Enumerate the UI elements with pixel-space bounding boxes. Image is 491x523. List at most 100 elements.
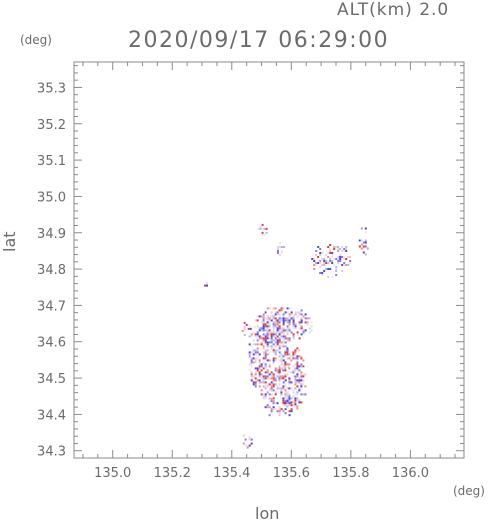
echo-pixel: [290, 404, 293, 407]
echo-pixel: [258, 327, 261, 330]
echo-pixel: [254, 383, 257, 386]
echo-pixel: [268, 389, 271, 392]
echo-pixel: [282, 337, 285, 340]
y-tick-label: 34.3: [37, 445, 66, 460]
echo-pixel: [278, 329, 281, 332]
echo-pixel: [266, 369, 269, 372]
echo-pixel: [284, 335, 287, 338]
echo-pixel: [278, 333, 281, 336]
echo-pixel: [331, 262, 334, 264]
echo-pixel: [268, 345, 271, 348]
echo-pixel: [282, 375, 285, 378]
echo-pixel: [262, 377, 265, 380]
echo-pixel: [256, 377, 259, 380]
echo-pixel: [260, 349, 263, 352]
echo-pixel: [282, 387, 285, 390]
echo-pixel: [276, 385, 279, 388]
echo-pixel: [280, 363, 283, 366]
echo-pixel: [298, 323, 301, 326]
echo-pixel: [266, 383, 269, 386]
echo-pixel: [262, 393, 265, 396]
echo-pixel: [282, 331, 285, 334]
echo-pixel: [294, 401, 297, 404]
echo-pixel: [272, 333, 275, 336]
echo-pixel: [270, 408, 273, 411]
echo-pixel: [339, 248, 342, 250]
echo-pixel: [250, 361, 253, 364]
echo-pixel: [249, 325, 252, 328]
echo-pixel: [252, 343, 255, 346]
echo-pixel: [327, 246, 330, 248]
echo-pixel: [259, 225, 262, 228]
echo-pixel: [288, 395, 291, 398]
echo-pixel: [262, 351, 265, 354]
echo-pixel: [294, 405, 297, 408]
echo-pixel: [256, 361, 259, 364]
echo-pixel: [284, 367, 287, 370]
echo-pixel: [323, 270, 326, 272]
echo-pixel: [252, 383, 255, 386]
echo-pixel: [266, 359, 269, 362]
echo-pixel: [329, 252, 332, 254]
echo-pixel: [266, 311, 269, 314]
echo-pixel: [300, 377, 303, 380]
echo-pixel: [286, 373, 289, 376]
echo-pixel: [278, 410, 281, 413]
echo-pixel: [259, 227, 262, 230]
echo-pixel: [286, 337, 289, 340]
echo-pixel: [264, 323, 267, 326]
echo-pixel: [262, 347, 265, 350]
echo-pixel: [276, 375, 279, 378]
echo-pixel: [258, 343, 261, 346]
echo-field: [204, 223, 369, 449]
echo-pixel: [292, 325, 295, 328]
echo-pixel: [278, 345, 281, 348]
echo-pixel: [262, 367, 265, 370]
echo-pixel: [266, 404, 269, 407]
echo-pixel: [241, 329, 244, 332]
echo-pixel: [250, 375, 253, 378]
echo-pixel: [268, 317, 271, 320]
echo-pixel: [282, 343, 285, 346]
echo-pixel: [280, 319, 283, 322]
echo-pixel: [277, 250, 279, 252]
echo-pixel: [282, 365, 285, 368]
echo-pixel: [274, 361, 277, 364]
echo-pixel: [294, 367, 297, 370]
echo-pixel: [264, 369, 267, 372]
echo-pixel: [349, 262, 352, 264]
echo-pixel: [279, 246, 281, 248]
echo-pixel: [304, 319, 307, 322]
echo-pixel: [256, 367, 259, 370]
echo-pixel: [290, 317, 293, 320]
echo-pixel: [262, 379, 265, 382]
echo-pixel: [288, 371, 291, 374]
echo-pixel: [278, 313, 281, 316]
echo-pixel: [258, 359, 261, 362]
echo-pixel: [292, 355, 295, 358]
echo-pixel: [246, 444, 249, 447]
echo-pixel: [270, 363, 273, 366]
echo-pixel: [319, 260, 322, 262]
echo-pixel: [276, 315, 279, 318]
echo-pixel: [286, 369, 289, 372]
echo-pixel: [278, 365, 281, 368]
echo-pixel: [294, 379, 297, 382]
echo-pixel: [274, 391, 277, 394]
echo-pixel: [341, 270, 344, 272]
echo-pixel: [306, 323, 309, 326]
echo-pixel: [256, 323, 259, 326]
echo-pixel: [290, 331, 293, 334]
echo-pixel: [274, 402, 277, 405]
echo-pixel: [294, 327, 297, 330]
echo-pixel: [262, 395, 265, 398]
echo-pixel: [331, 256, 334, 258]
echo-pixel: [266, 377, 269, 380]
echo-pixel: [268, 359, 271, 362]
echo-pixel: [280, 337, 283, 340]
echo-pixel: [243, 325, 246, 328]
echo-pixel: [337, 256, 340, 258]
echo-pixel: [288, 387, 291, 390]
echo-pixel: [272, 349, 275, 352]
echo-pixel: [243, 321, 246, 324]
